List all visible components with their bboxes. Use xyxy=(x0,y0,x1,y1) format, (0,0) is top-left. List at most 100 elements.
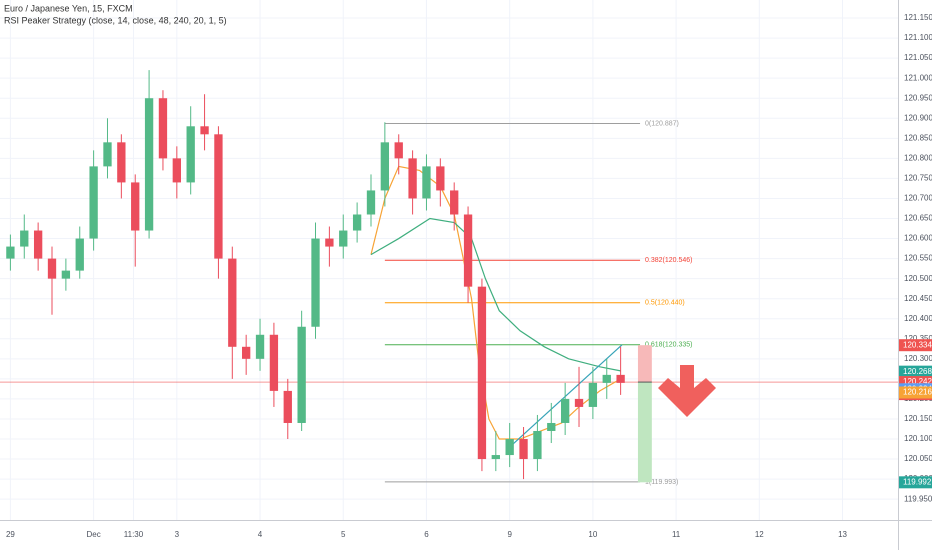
candle-body xyxy=(394,142,403,159)
x-tick-label: 6 xyxy=(424,530,429,539)
candle-body xyxy=(422,166,431,199)
candle-body xyxy=(242,346,251,359)
candle-body xyxy=(366,190,376,215)
chart-title: Euro / Japanese Yen, 15, FXCM xyxy=(4,3,133,13)
fib-label: 0.5(120.440) xyxy=(645,300,685,307)
candle-body xyxy=(325,238,334,247)
y-tick-label: 120.400 xyxy=(904,314,932,323)
candle-body xyxy=(186,126,195,183)
y-tick-label: 120.750 xyxy=(904,174,932,183)
candle-body xyxy=(172,158,181,183)
candle-body xyxy=(533,430,542,460)
y-tick-label: 120.900 xyxy=(904,113,932,122)
candle-body xyxy=(20,230,29,247)
candle-body xyxy=(214,134,223,259)
candle-body xyxy=(519,439,528,460)
candle-body xyxy=(408,158,417,199)
y-tick-label: 121.050 xyxy=(904,53,932,62)
candle-body xyxy=(560,398,570,423)
x-tick-label: 10 xyxy=(588,530,597,539)
indicator-line xyxy=(509,344,623,448)
candle-body xyxy=(144,98,154,231)
candle-body xyxy=(75,238,84,271)
x-tick-label: 5 xyxy=(341,530,346,539)
candle-body xyxy=(547,422,556,431)
price-tag-label: 120.242 xyxy=(903,377,932,386)
candle-body xyxy=(505,439,514,456)
y-tick-label: 119.950 xyxy=(904,494,932,503)
y-tick-label: 121.000 xyxy=(904,73,932,82)
candle-body xyxy=(200,126,209,135)
y-tick-label: 120.950 xyxy=(904,93,932,102)
y-tick-label: 120.100 xyxy=(904,434,932,443)
y-tick-label: 121.100 xyxy=(904,33,932,42)
y-tick-label: 120.300 xyxy=(904,354,932,363)
plot: 0(120.887) 0.382(120.546) 0.5(120.440) 0.61… xyxy=(0,70,898,486)
candle-body xyxy=(311,238,320,327)
x-tick-label: Dec xyxy=(86,530,100,539)
candle-body xyxy=(158,98,168,159)
indicator-label: RSI Peaker Strategy (close, 14, close, 4… xyxy=(4,15,227,25)
y-tick-label: 120.850 xyxy=(904,133,932,142)
y-tick-label: 120.550 xyxy=(904,254,932,263)
x-tick-label: 12 xyxy=(755,530,764,539)
price-tag-label: 119.992 xyxy=(903,477,932,486)
price-tag-label: 120.268 xyxy=(903,367,932,376)
candle-body xyxy=(380,142,390,191)
candle-body xyxy=(477,286,487,460)
candle-body xyxy=(352,214,362,231)
candle-body xyxy=(228,258,237,347)
x-tick-label: 4 xyxy=(258,530,263,539)
candle-body xyxy=(6,246,15,259)
x-tick-label: 3 xyxy=(175,530,180,539)
y-tick-label: 120.500 xyxy=(904,274,932,283)
candle-body xyxy=(436,166,445,191)
grid xyxy=(0,0,898,520)
price-tag xyxy=(899,386,932,399)
candle-body xyxy=(283,390,292,423)
down-arrow xyxy=(658,365,716,417)
x-tick-label: 9 xyxy=(507,530,512,539)
price-tag-label: 120.334 xyxy=(903,340,932,349)
candle-body xyxy=(33,230,43,259)
candle-body xyxy=(103,142,112,167)
candle-body xyxy=(602,374,611,383)
candle-body xyxy=(117,142,126,183)
candle-body xyxy=(450,190,459,215)
y-tick-label: 120.650 xyxy=(904,214,932,223)
candle-body xyxy=(588,382,598,407)
price-tag-label: 120.216 xyxy=(903,388,932,397)
y-tick-label: 121.150 xyxy=(904,13,932,22)
candle-body xyxy=(574,398,584,407)
y-tick-label: 120.600 xyxy=(904,234,932,243)
fib-label: 0.618(120.335) xyxy=(645,342,692,349)
fib-label: 0(120.887) xyxy=(645,120,679,127)
fib-label: 1(119.993) xyxy=(645,479,678,486)
candle-body xyxy=(131,182,140,231)
candle-body xyxy=(339,230,348,247)
y-tick-label: 120.350 xyxy=(904,334,932,343)
candle-body xyxy=(616,374,625,383)
candle-body xyxy=(255,334,265,359)
y-tick-label: 120.700 xyxy=(904,194,932,203)
y-tick-label: 120.450 xyxy=(904,294,932,303)
x-tick-label: 29 xyxy=(6,530,15,539)
candle-body xyxy=(491,455,500,460)
candle-body xyxy=(61,270,71,279)
candle-body xyxy=(89,166,98,239)
y-tick-label: 120.150 xyxy=(904,414,932,423)
indicator-line xyxy=(370,217,621,372)
candle-body xyxy=(269,334,279,391)
stop-zone xyxy=(637,345,652,383)
fib-label: 0.382(120.546) xyxy=(645,257,692,264)
price-tag xyxy=(899,476,932,489)
x-tick-label: 11:30 xyxy=(124,530,144,539)
price-tag xyxy=(899,365,932,378)
candle-body xyxy=(47,258,57,279)
x-tick-label: 11 xyxy=(672,530,681,539)
candle-body xyxy=(463,214,473,287)
y-tick-label: 120.800 xyxy=(904,153,932,162)
x-tick-label: 13 xyxy=(838,530,847,539)
candle-body xyxy=(297,326,306,423)
